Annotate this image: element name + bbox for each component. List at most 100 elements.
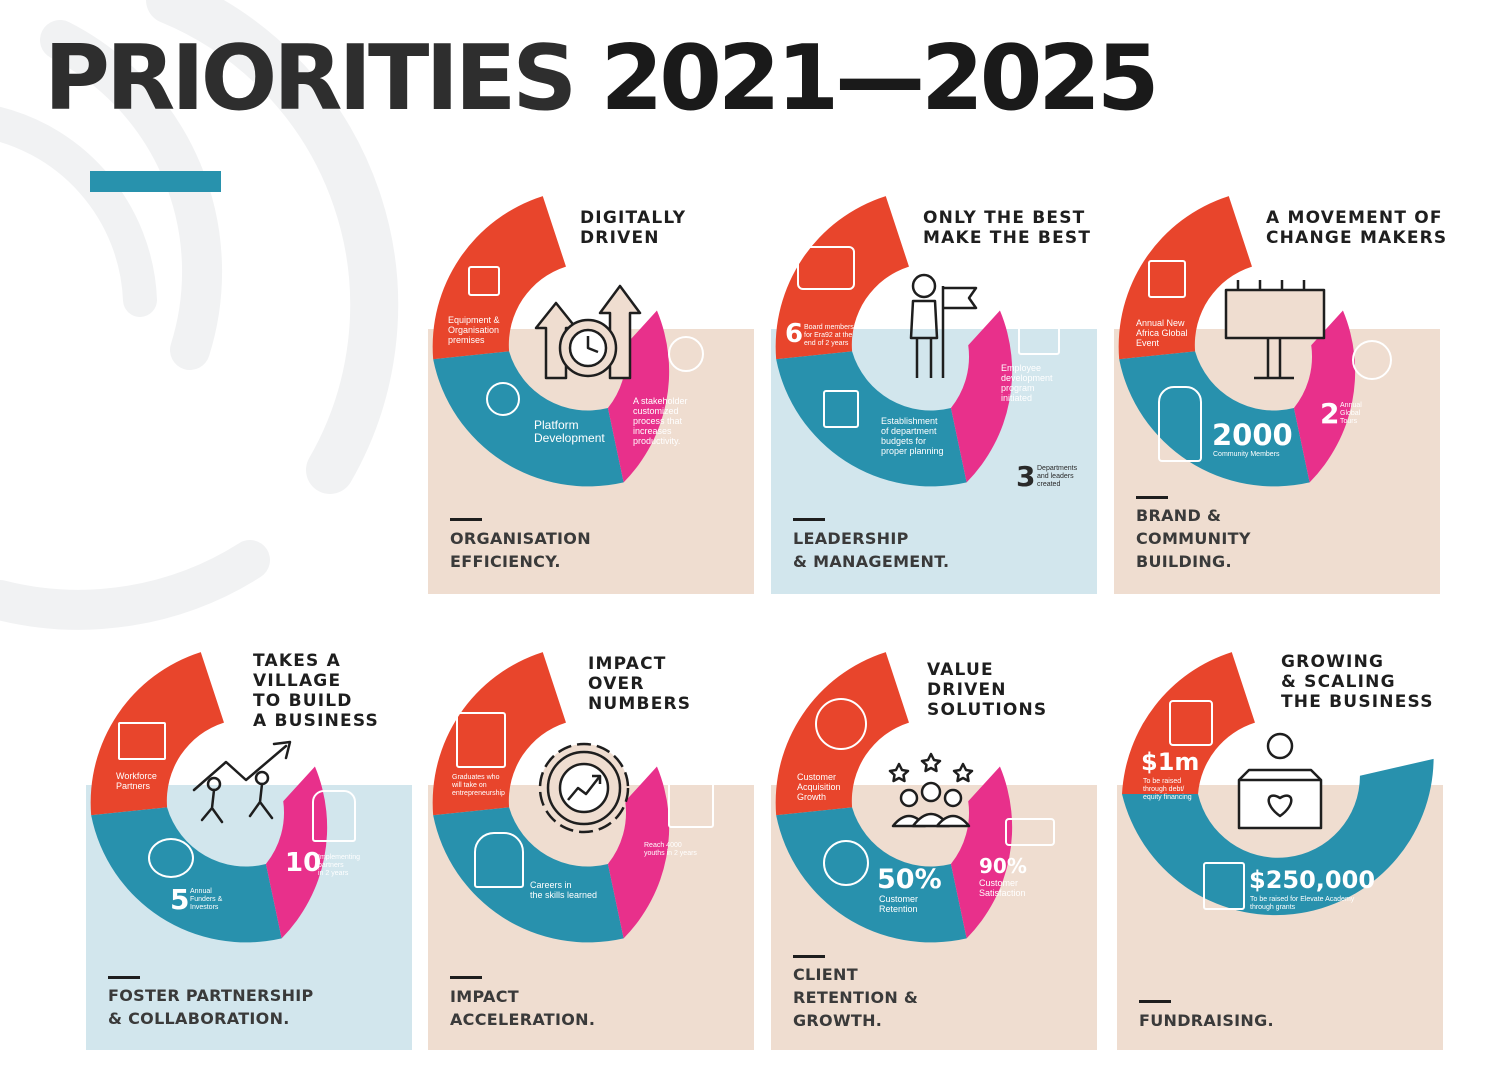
teal-number: $250,000 xyxy=(1249,866,1376,894)
process-icon xyxy=(668,336,704,372)
teal-segment-label: Establishment of department budgets for pro… xyxy=(881,416,944,456)
orange-segment-label: Equipment & Organisation premises xyxy=(448,315,500,345)
pink-number: 90% xyxy=(979,854,1027,878)
segment-teal xyxy=(433,351,624,487)
orange-segment-label: Customer Acquisition Growth xyxy=(797,772,841,802)
donut-chart xyxy=(775,196,1013,487)
grant-certificate-icon xyxy=(1203,862,1245,910)
rating-icon xyxy=(1005,818,1055,846)
card-title: DIGITALLY DRIVEN xyxy=(580,208,687,248)
category-label: BRAND & COMMUNITY BUILDING. xyxy=(1136,506,1251,571)
category-dash xyxy=(108,976,140,979)
teal-number: 5 xyxy=(170,883,190,916)
orange-number: $1m xyxy=(1141,748,1200,776)
pink-segment-label: Implementing partners in 2 years xyxy=(318,854,361,877)
category-dash xyxy=(1136,496,1168,499)
segment-teal xyxy=(776,351,967,487)
departments-number: 3 xyxy=(1016,460,1036,493)
calculator-icon xyxy=(823,390,859,428)
card-brand-community: A MOVEMENT OF CHANGE MAKERS Annual New Afr… xyxy=(1114,138,1446,594)
card-fundraising: GROWING & SCALING THE BUSINESS $1m To be r… xyxy=(1117,594,1443,1050)
category-dash xyxy=(793,518,825,521)
orange-segment-label: Graduates who will take on entrepreneurshi… xyxy=(452,774,505,797)
orange-segment-label: Board members for Era92 at the end of 2 ye… xyxy=(804,324,854,347)
card-partnership-collaboration: TAKES A VILLAGE TO BUILD A BUSINESS Workfor… xyxy=(86,594,412,1050)
teal-segment-label: To be raised for Elevate Academy through … xyxy=(1250,896,1355,911)
segment-pink xyxy=(1293,310,1356,483)
segment-teal xyxy=(776,807,967,943)
segment-teal xyxy=(91,807,282,943)
group-icon xyxy=(312,790,356,842)
category-dash xyxy=(1139,1000,1171,1003)
clock-arrows-icon xyxy=(534,284,642,380)
pink-number: 10 xyxy=(285,848,322,878)
category-dash xyxy=(793,955,825,958)
card-organisation-efficiency: DIGITALLY DRIVEN Equipment & Organisation p… xyxy=(428,138,754,594)
card-title: TAKES A VILLAGE TO BUILD A BUSINESS xyxy=(253,651,379,731)
calendar-icon xyxy=(1148,260,1186,298)
segment-teal xyxy=(1119,351,1310,487)
orange-segment-label: To be raised through debt/equity financin… xyxy=(1143,778,1192,801)
teal-segment-label: Community Members xyxy=(1213,451,1280,458)
category-label: CLIENT RETENTION & GROWTH. xyxy=(793,965,919,1030)
donut-chart xyxy=(1122,652,1434,916)
donut-chart xyxy=(432,652,670,943)
card-title: GROWING & SCALING THE BUSINESS xyxy=(1281,652,1434,712)
card-leadership-management: ONLY THE BEST MAKE THE BEST 6 Board membe… xyxy=(771,138,1097,594)
category-label: ORGANISATION EFFICIENCY. xyxy=(450,529,591,571)
segment-orange xyxy=(90,652,224,816)
category-label: FOSTER PARTNERSHIP & COLLABORATION. xyxy=(108,986,314,1028)
meeting-table-icon xyxy=(797,246,855,290)
investment-icon xyxy=(1169,700,1213,746)
shop-person-icon xyxy=(456,712,506,768)
pink-segment-label: Customer Satisfaction xyxy=(979,878,1026,898)
donut-chart xyxy=(432,196,670,487)
hand-money-icon xyxy=(148,838,194,878)
billboard-icon xyxy=(1224,280,1326,380)
card-client-retention: VALUE DRIVEN SOLUTIONS Customer Acquisition… xyxy=(771,594,1097,1050)
pink-segment-label: Employee development program initiated xyxy=(1001,363,1053,403)
category-label: FUNDRAISING. xyxy=(1139,1011,1274,1030)
teal-segment-label: Customer Retention xyxy=(879,894,919,914)
orange-segment-label: Annual New Africa Global Event xyxy=(1136,318,1188,348)
segment-orange xyxy=(432,652,566,816)
segment-pink xyxy=(607,766,670,939)
title-accent-bar xyxy=(90,171,221,192)
community-icon xyxy=(1158,386,1202,462)
segment-pink xyxy=(607,310,670,483)
segment-pink xyxy=(950,310,1013,483)
pink-number: 2 xyxy=(1320,397,1340,430)
teal-segment-label: Careers in the skills learned xyxy=(530,880,598,900)
worker-clock-icon xyxy=(474,832,524,888)
person-flag-icon xyxy=(909,273,978,378)
category-dash xyxy=(450,976,482,979)
departments-label: Departments and leaders created xyxy=(1037,465,1078,488)
teal-segment-label: Annual Funders & Investors xyxy=(190,888,223,911)
teal-number: 2000 xyxy=(1212,418,1293,452)
orange-number: 6 xyxy=(785,319,804,349)
network-icon xyxy=(815,698,867,750)
segment-pink xyxy=(950,766,1013,939)
target-board-icon xyxy=(668,782,714,828)
globe-pin-icon xyxy=(1352,340,1392,380)
people-arrow-icon xyxy=(192,740,292,824)
segment-teal xyxy=(1122,758,1434,916)
card-title: ONLY THE BEST MAKE THE BEST xyxy=(923,208,1092,248)
segment-orange xyxy=(775,196,909,360)
donut-chart xyxy=(90,652,328,943)
code-settings-icon xyxy=(1018,321,1060,355)
category-dash xyxy=(450,518,482,521)
teal-segment-label: Platform Development xyxy=(534,418,605,445)
team-stars-icon xyxy=(888,752,974,828)
segment-pink xyxy=(265,766,328,939)
pink-segment-label: Reach 4000 youths in 2 years xyxy=(644,842,697,857)
pink-segment-label: Annual Global Tours xyxy=(1340,402,1362,425)
orange-segment-label: Workforce Partners xyxy=(116,771,157,791)
category-label: LEADERSHIP & MANAGEMENT. xyxy=(793,529,950,571)
cube-monitor-icon xyxy=(468,266,500,296)
segment-orange xyxy=(1122,652,1255,794)
card-title: A MOVEMENT OF CHANGE MAKERS xyxy=(1266,208,1448,248)
donation-box-icon xyxy=(1237,732,1323,830)
card-impact-acceleration: IMPACT OVER NUMBERS Graduates who will take… xyxy=(428,594,754,1050)
touch-icon xyxy=(486,382,520,416)
